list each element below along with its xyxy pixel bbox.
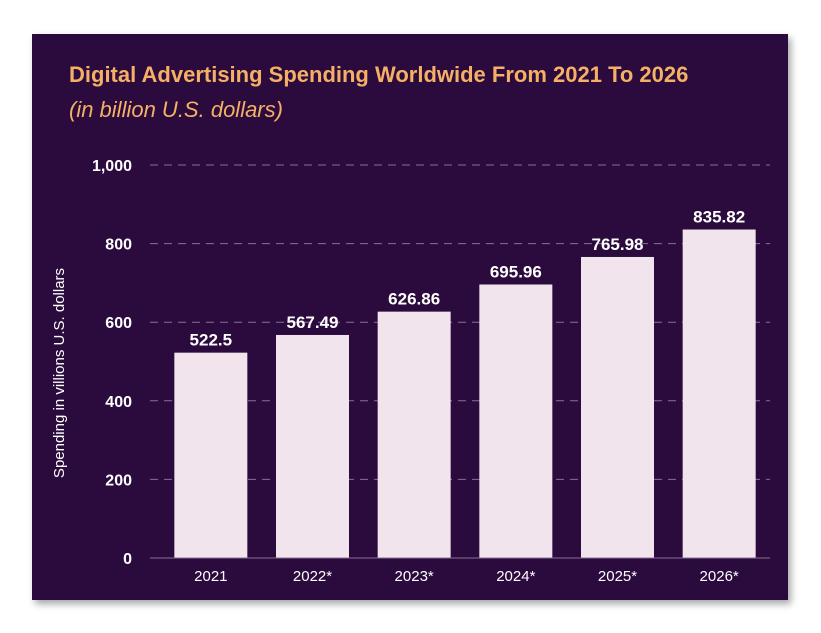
chart-subtitle: (in billion U.S. dollars) (69, 97, 283, 122)
chart-card: Digital Advertising Spending Worldwide F… (32, 34, 788, 600)
y-tick-label: 0 (123, 551, 132, 568)
y-tick-label: 200 (105, 472, 132, 489)
x-tick-label: 2026* (700, 568, 739, 585)
y-axis-label: Spending in villions U.S. dollars (51, 268, 68, 478)
y-tick-label: 600 (105, 315, 132, 332)
x-tick-label: 2023* (395, 568, 434, 585)
x-tick-label: 2022* (293, 568, 332, 585)
y-tick-label: 400 (105, 394, 132, 411)
x-axis-ticks: 2021 2022* 2023* 2024* 2025* 2026* (194, 568, 739, 585)
bar (377, 311, 451, 558)
y-axis-ticks: 0 200 400 600 800 1,000 (92, 158, 132, 568)
x-tick-label: 2025* (598, 568, 637, 585)
y-tick-label: 800 (105, 237, 132, 254)
chart-title: Digital Advertising Spending Worldwide F… (69, 62, 688, 87)
y-tick-label: 1,000 (92, 158, 132, 175)
gridlines (150, 164, 770, 480)
bar-chart: Digital Advertising Spending Worldwide F… (32, 34, 788, 600)
x-tick-label: 2024* (496, 568, 535, 585)
x-tick-label: 2021 (194, 568, 227, 585)
bar (174, 352, 248, 558)
bar (581, 256, 654, 558)
bar (682, 229, 756, 558)
bar (276, 334, 349, 558)
data-label: 695.96 (490, 262, 542, 281)
data-label: 835.82 (693, 208, 745, 227)
data-label: 626.86 (388, 290, 440, 309)
bar (479, 284, 553, 558)
bars: 522.5 567.49 626.86 695.96 765.98 835.82 (174, 208, 756, 558)
data-label: 567.49 (287, 313, 339, 332)
data-label: 765.98 (592, 235, 644, 254)
data-label: 522.5 (190, 331, 233, 350)
